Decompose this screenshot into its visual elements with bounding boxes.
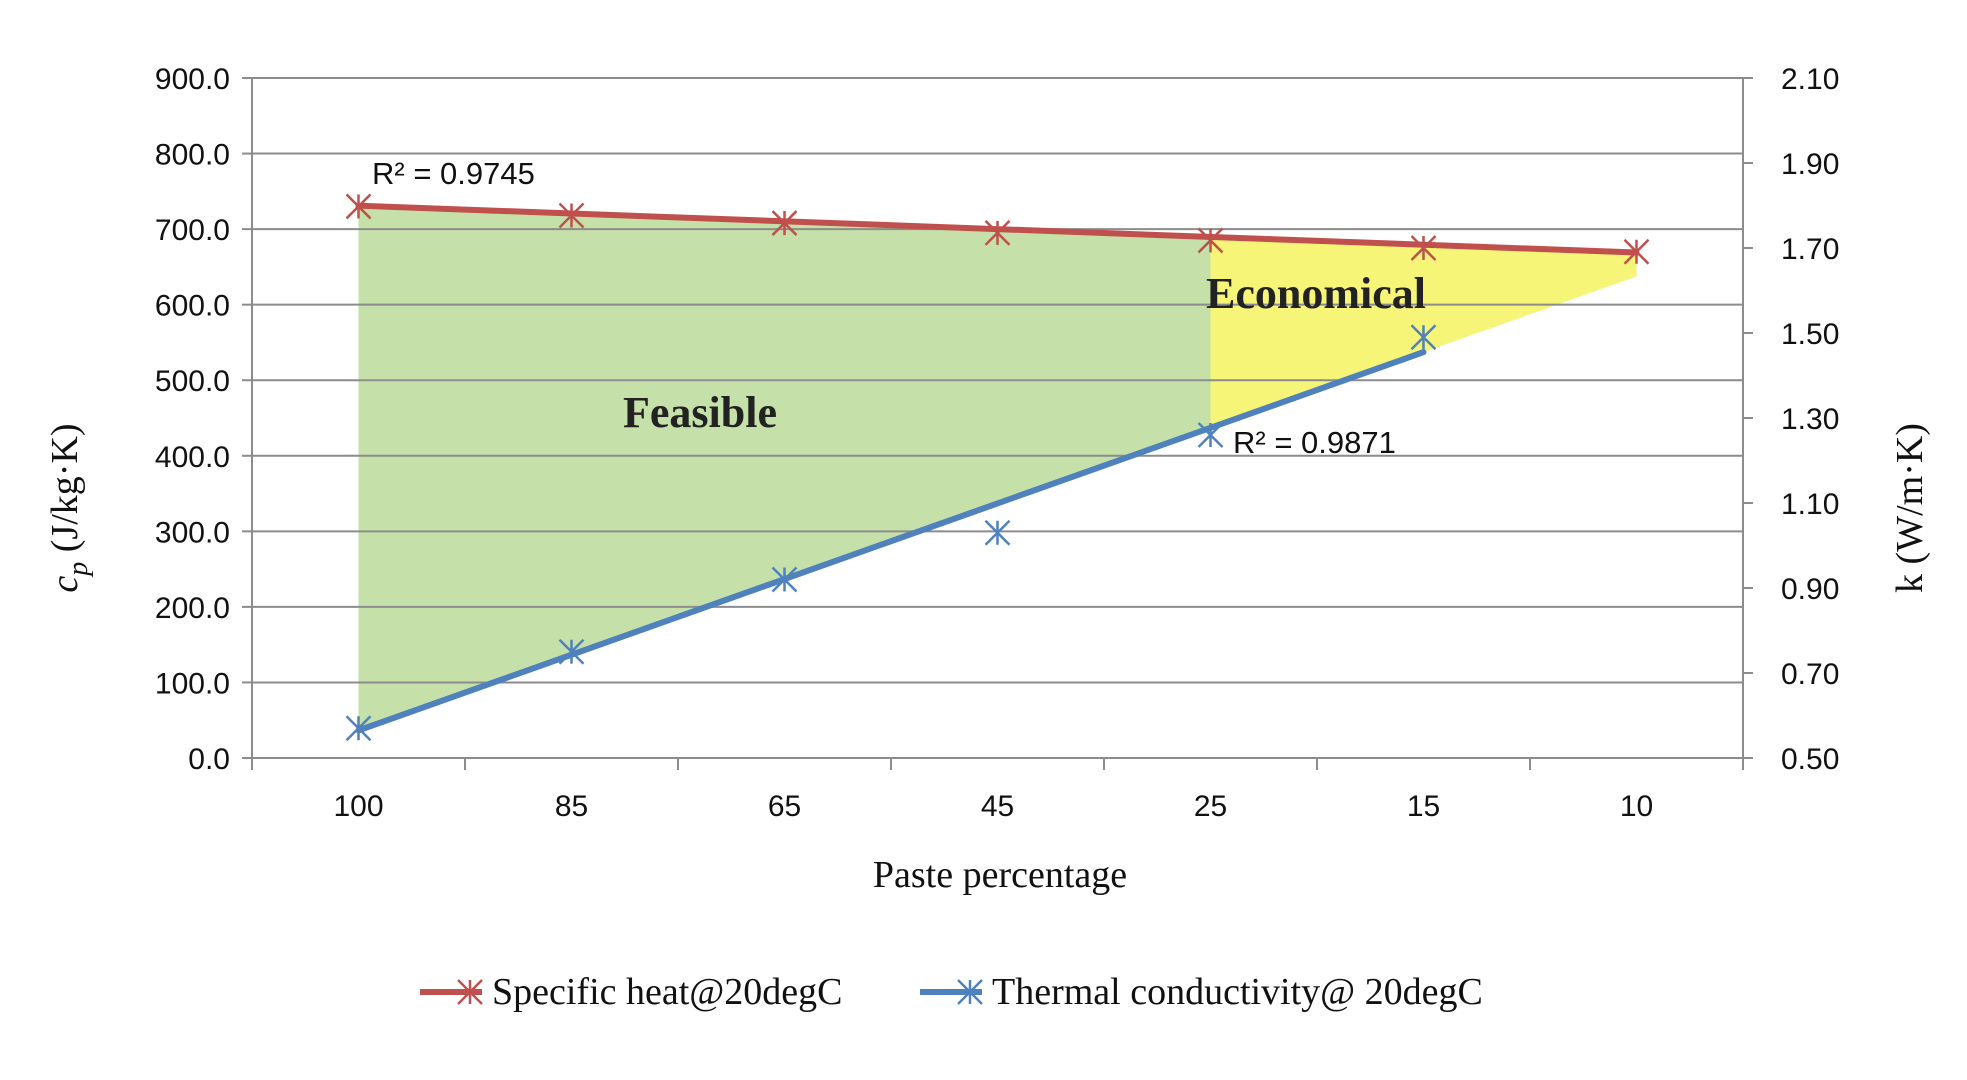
x-tick-label: 100 <box>333 790 383 823</box>
right-axis-title: k (W/m·K) <box>1889 423 1931 593</box>
right-tick-label: 1.10 <box>1781 488 1839 521</box>
left-tick-label: 600.0 <box>155 290 230 323</box>
x-tick-label: 45 <box>981 790 1014 823</box>
specific-heat-point <box>1197 227 1224 254</box>
right-tick-label: 0.50 <box>1781 743 1839 776</box>
legend-marker-thermal-conductivity <box>957 979 983 1005</box>
x-tick-label: 65 <box>768 790 801 823</box>
right-tick-label: 1.50 <box>1781 318 1839 351</box>
thermal-conductivity-r2-label: R² = 0.9871 <box>1233 425 1396 460</box>
right-tick-label: 2.10 <box>1781 63 1839 96</box>
legend-label-specific-heat: Specific heat@20degC <box>492 971 843 1013</box>
right-tick-label: 1.70 <box>1781 233 1839 266</box>
left-tick-label: 300.0 <box>155 516 230 549</box>
specific-heat-point <box>1410 235 1437 261</box>
legend: Specific heat@20degC Thermal conductivit… <box>420 971 1483 1013</box>
specific-heat-point <box>1623 238 1650 265</box>
right-tick-label: 1.90 <box>1781 148 1839 181</box>
thermal-conductivity-point <box>1197 422 1224 448</box>
left-tick-label: 400.0 <box>155 441 230 474</box>
x-tick-label: 25 <box>1194 790 1227 823</box>
thermal-conductivity-point <box>771 566 798 593</box>
x-axis-ticks: 100 85 65 45 25 15 10 <box>251 758 1744 823</box>
left-axis-ticks: 0.0 100.0 200.0 300.0 400.0 500.0 600.0 700.0 80… <box>155 63 252 776</box>
specific-heat-legend-point <box>457 979 483 1005</box>
right-tick-label: 1.30 <box>1781 403 1839 436</box>
left-tick-label: 0.0 <box>188 743 230 776</box>
legend-item-specific-heat: Specific heat@20degC <box>420 971 843 1013</box>
thermal-conductivity-point <box>984 519 1011 546</box>
thermal-conductivity-point <box>558 638 585 665</box>
legend-item-thermal-conductivity: Thermal conductivity@ 20degC <box>920 971 1483 1013</box>
left-tick-label: 200.0 <box>155 592 230 625</box>
left-tick-label: 700.0 <box>155 214 230 247</box>
right-axis-ticks: 0.50 0.70 0.90 1.10 1.30 1.50 1.70 1.90 2.10 <box>1743 63 1839 776</box>
thermal-conductivity-point <box>1410 324 1437 351</box>
regions <box>358 205 1637 731</box>
specific-heat-point <box>345 193 372 220</box>
left-axis-title-var: c <box>44 576 86 593</box>
thermal-conductivity-trendline <box>355 349 1427 734</box>
left-tick-label: 500.0 <box>155 365 230 398</box>
specific-heat-point <box>771 210 798 236</box>
thermal-conductivity-legend-point <box>957 979 983 1005</box>
series <box>345 193 1650 742</box>
x-tick-label: 10 <box>1620 790 1653 823</box>
right-tick-label: 0.90 <box>1781 573 1839 606</box>
x-tick-label: 85 <box>555 790 588 823</box>
specific-heat-r2-label: R² = 0.9745 <box>372 156 535 191</box>
right-tick-label: 0.70 <box>1781 658 1839 691</box>
specific-heat-point <box>984 220 1011 246</box>
left-axis-title-unit: (J/kg·K) <box>44 423 86 561</box>
feasible-region-label: Feasible <box>623 388 777 437</box>
specific-heat-point <box>558 202 585 229</box>
gridlines <box>252 77 1743 684</box>
economical-region-label: Economical <box>1206 269 1426 318</box>
x-axis-title: Paste percentage <box>873 854 1127 896</box>
thermal-conductivity-point <box>345 715 372 742</box>
left-axis-title: cp (J/kg·K) <box>44 423 94 592</box>
left-tick-label: 900.0 <box>155 63 230 96</box>
left-axis-title-sub: p <box>63 562 94 578</box>
legend-marker-specific-heat <box>457 979 483 1005</box>
left-tick-label: 800.0 <box>155 139 230 172</box>
feasible-region <box>358 205 1211 731</box>
x-tick-label: 15 <box>1407 790 1440 823</box>
left-tick-label: 100.0 <box>155 667 230 700</box>
legend-label-thermal-conductivity: Thermal conductivity@ 20degC <box>992 971 1483 1013</box>
